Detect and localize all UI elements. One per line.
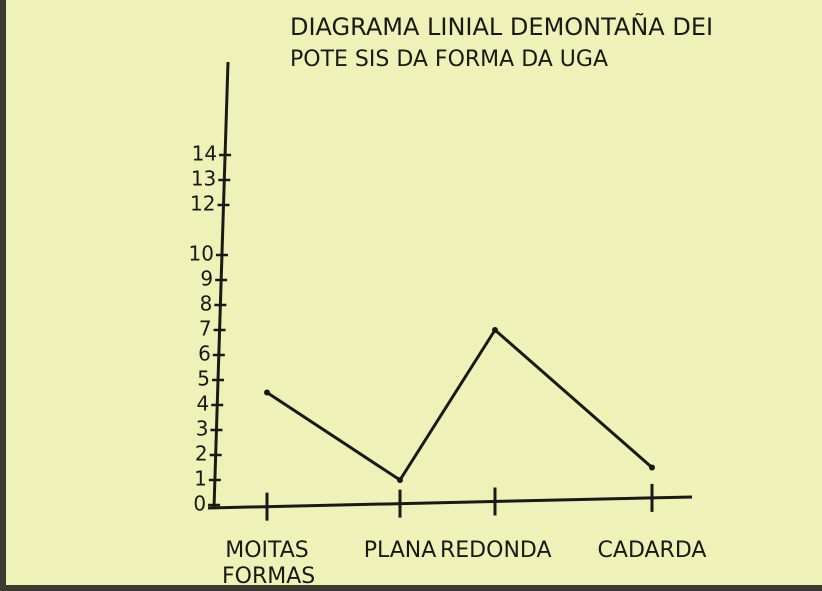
- y-tick-label: 9: [200, 267, 213, 291]
- line: [267, 330, 652, 480]
- y-tick-label: 4: [196, 392, 209, 416]
- y-tick-label: 12: [190, 192, 215, 216]
- chart: DIAGRAMA LINIAL DEMONTAÑA DEI POTE SIS D…: [0, 0, 822, 591]
- chart-title-line: POTE SIS DA FORMA DA UGA: [290, 47, 608, 72]
- chart-title-line: DIAGRAMA LINIAL DEMONTAÑA DEI: [290, 11, 713, 41]
- y-tick-label: 0: [193, 492, 206, 516]
- x-tick-label: CADARDA: [597, 538, 707, 564]
- y-axis: [214, 62, 228, 508]
- point: [264, 390, 270, 396]
- y-tick-label: 13: [191, 167, 216, 191]
- y-tick-label: 6: [198, 342, 211, 366]
- y-tick-label: 7: [199, 317, 212, 341]
- x-tick-label: MOITAS FORMAS: [222, 538, 312, 590]
- x-axis: [208, 497, 692, 508]
- y-tick-label: 8: [200, 292, 213, 316]
- point: [492, 327, 498, 333]
- page: DIAGRAMA LINIAL DEMONTAÑA DEI POTE SIS D…: [0, 0, 822, 591]
- y-tick-label: 5: [197, 367, 210, 391]
- y-tick-label: 1: [194, 467, 207, 491]
- y-tick-label: 10: [188, 242, 213, 266]
- point: [649, 465, 655, 471]
- x-tick-label: PLANA: [345, 538, 455, 564]
- y-tick-label: 2: [195, 442, 208, 466]
- point: [397, 477, 403, 483]
- y-tick-label: 3: [196, 417, 209, 441]
- y-tick-label: 14: [192, 142, 217, 166]
- x-tick-label: REDONDA: [440, 538, 550, 564]
